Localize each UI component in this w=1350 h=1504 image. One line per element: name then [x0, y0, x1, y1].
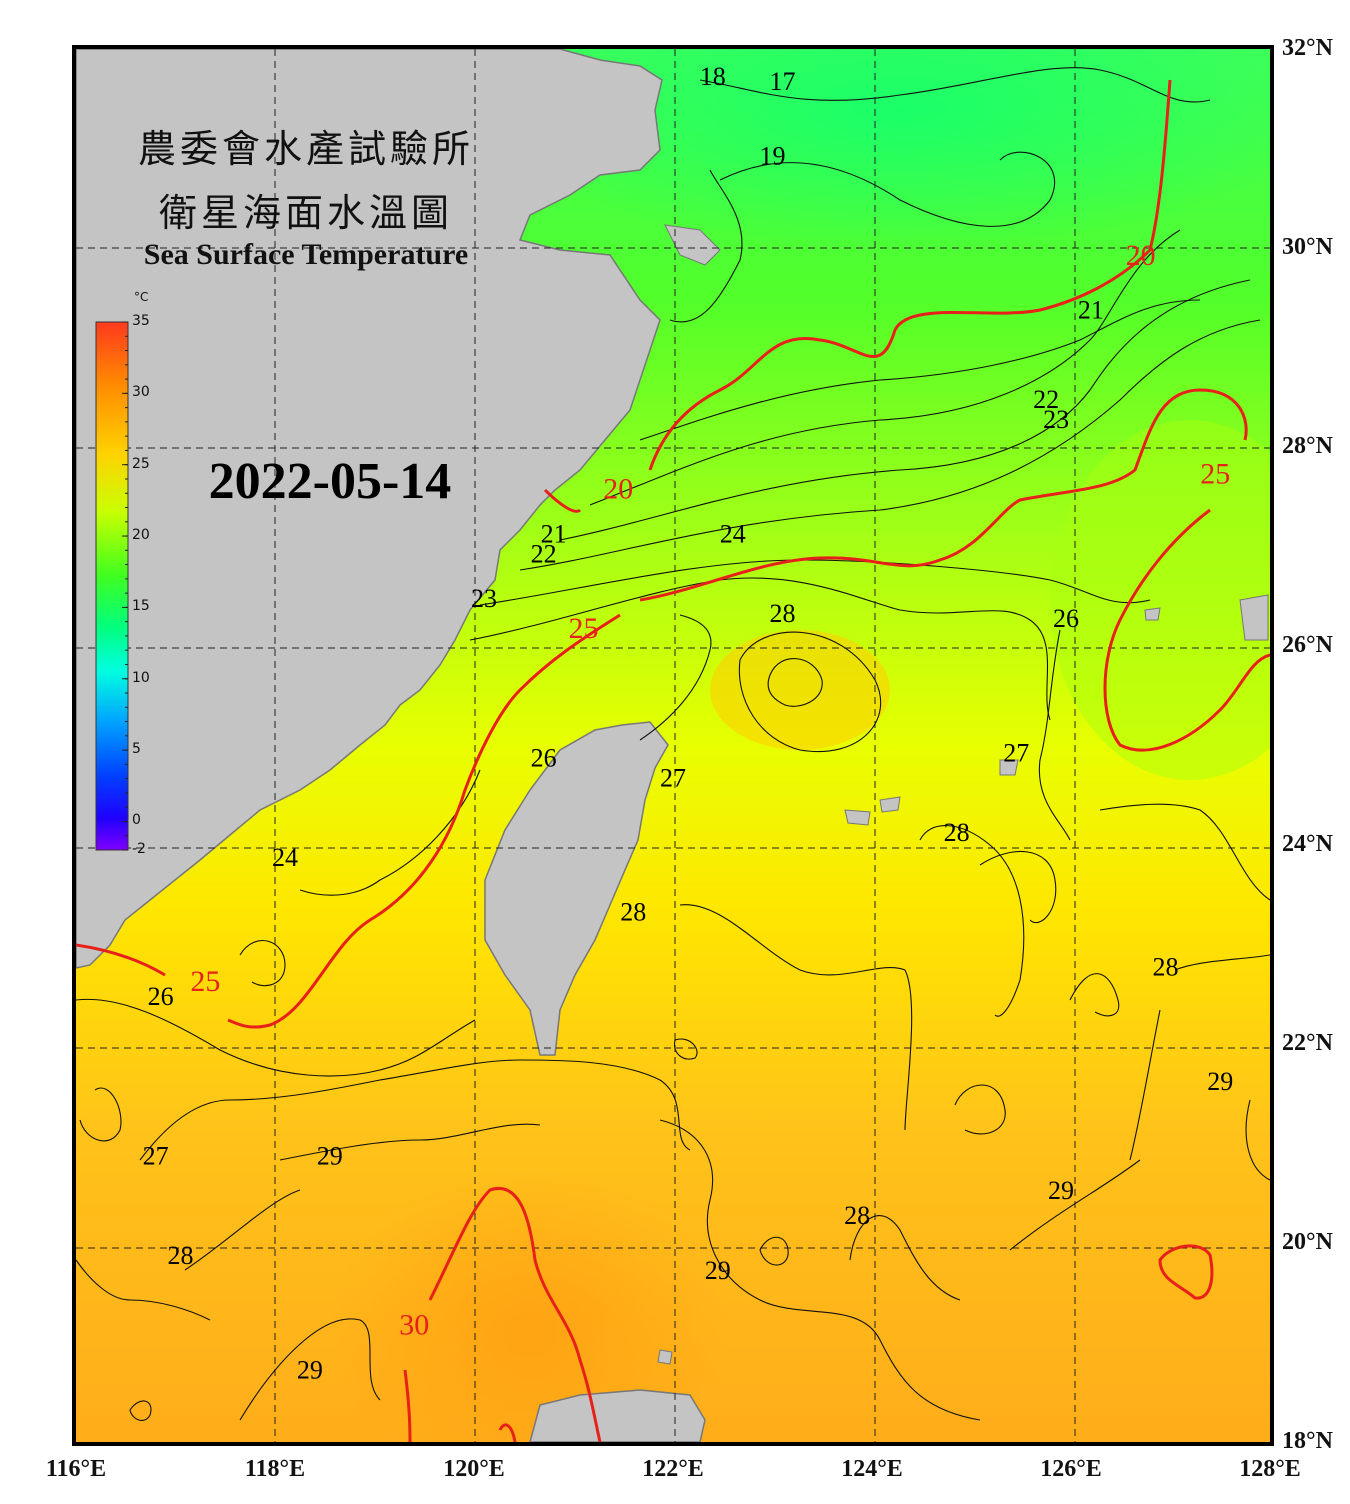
colorbar-label: 0 — [132, 812, 141, 829]
isotherms-major — [76, 79, 1270, 1442]
contour-label-25: 25 — [568, 612, 598, 645]
contour-label-25: 25 — [1200, 458, 1230, 491]
lat-label: 18°N — [1282, 1428, 1333, 1454]
contour-label-25: 25 — [190, 965, 220, 998]
contour-label-29: 29 — [1207, 1067, 1233, 1096]
colorbar-label: 25 — [132, 455, 150, 472]
contour-label-28: 28 — [620, 898, 646, 927]
colorbar-label: -2 — [132, 841, 146, 857]
contour-label-20: 20 — [603, 473, 633, 506]
lon-label: 122°E — [642, 1456, 704, 1482]
contour-label-28: 28 — [769, 599, 795, 628]
lat-label: 24°N — [1282, 831, 1333, 857]
contour-label-17: 17 — [769, 67, 795, 96]
land-mainland — [76, 49, 663, 969]
contour-label-26: 26 — [531, 743, 557, 772]
contour-label-22: 22 — [531, 539, 557, 568]
contour-label-24: 24 — [720, 520, 746, 549]
colorbar-unit: °C — [134, 290, 149, 304]
warm-patch-south — [330, 1170, 730, 1442]
colorbar-label: 30 — [132, 384, 150, 401]
contour-label-24: 24 — [272, 843, 298, 872]
contour-label-23: 23 — [471, 584, 497, 613]
contour-label-27: 27 — [1003, 738, 1029, 767]
contour-label-28: 28 — [167, 1241, 193, 1270]
lon-label: 128°E — [1239, 1456, 1301, 1482]
colorbar-label: 20 — [132, 527, 150, 544]
lon-label: 120°E — [443, 1456, 505, 1482]
contour-label-29: 29 — [317, 1141, 343, 1170]
title-line1: 農委會水產試驗所 — [137, 127, 474, 171]
lat-label: 20°N — [1282, 1229, 1333, 1255]
graticule — [76, 49, 1270, 1442]
colorbar-label: 35 — [132, 313, 150, 329]
land-luzon — [529, 1389, 706, 1442]
contour-label-27: 27 — [660, 763, 686, 792]
contour-label-30: 30 — [399, 1308, 429, 1341]
warm-patch-center — [710, 630, 890, 750]
land-small-islands — [657, 594, 1269, 1365]
lon-label: 126°E — [1040, 1456, 1102, 1482]
colorbar-ticks — [122, 321, 128, 851]
contour-label-23: 23 — [1043, 405, 1069, 434]
colorbar-label: 15 — [132, 598, 150, 615]
contour-label-19: 19 — [760, 141, 786, 170]
contour-label-20: 20 — [1126, 239, 1156, 272]
lon-label: 124°E — [841, 1456, 903, 1482]
contour-label-28: 28 — [1153, 952, 1179, 981]
contour-label-28: 28 — [844, 1201, 870, 1230]
contour-label-21: 21 — [1078, 296, 1104, 325]
contour-label-29: 29 — [297, 1355, 323, 1384]
lat-label: 26°N — [1282, 632, 1333, 658]
contour-label-22: 22 — [1033, 385, 1059, 414]
contour-label-18: 18 — [700, 62, 726, 91]
lat-label: 22°N — [1282, 1030, 1333, 1056]
contour-label-27: 27 — [143, 1141, 169, 1170]
isotherms-minor — [76, 67, 1270, 1421]
contour-label-29: 29 — [705, 1256, 731, 1285]
contour-label-28: 28 — [944, 818, 970, 847]
cool-patch-east — [1050, 420, 1270, 780]
land-taiwan — [484, 721, 669, 1056]
land-zhoushan — [664, 224, 721, 266]
lat-label: 28°N — [1282, 433, 1333, 459]
contour-label-21: 21 — [541, 520, 567, 549]
contour-label-29: 29 — [1048, 1176, 1074, 1205]
title-english: Sea Surface Temperature — [143, 238, 469, 271]
colorbar — [95, 321, 129, 851]
lon-label: 118°E — [244, 1456, 306, 1482]
title-line2: 衛星海面水溫圖 — [158, 191, 453, 235]
colorbar-label: 5 — [132, 741, 141, 758]
contour-label-26: 26 — [1053, 604, 1079, 633]
lon-label: 116°E — [45, 1456, 107, 1482]
colorbar-label: 10 — [132, 669, 150, 686]
map-date: 2022-05-14 — [208, 453, 452, 510]
lat-label: 30°N — [1282, 234, 1333, 260]
lat-label: 32°N — [1282, 35, 1333, 61]
contour-label-26: 26 — [148, 982, 174, 1011]
